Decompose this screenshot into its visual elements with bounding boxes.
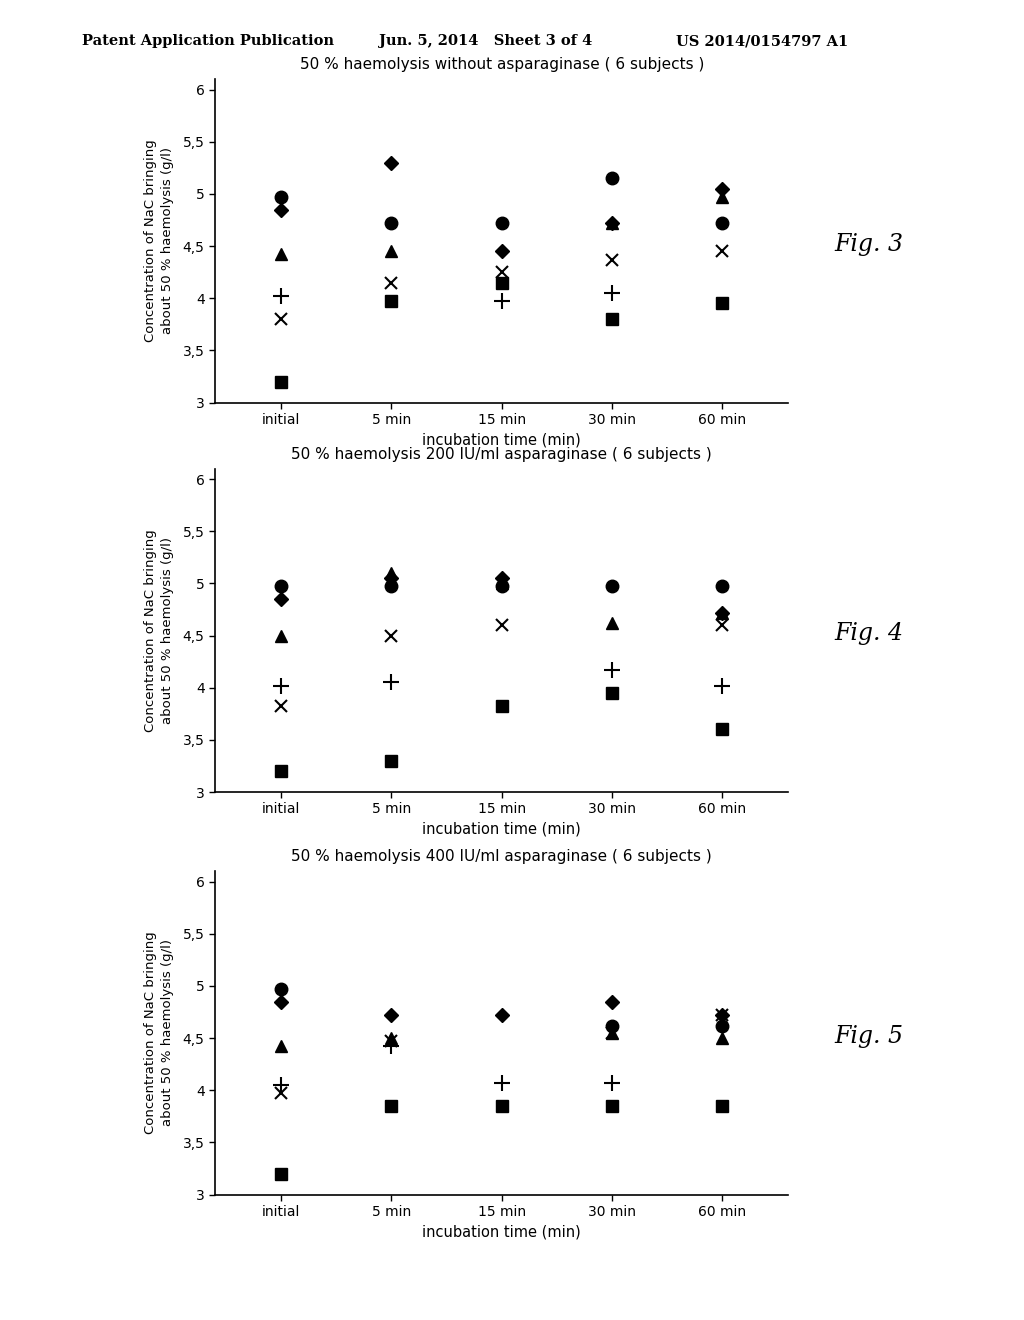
Text: US 2014/0154797 A1: US 2014/0154797 A1 bbox=[676, 34, 848, 49]
Y-axis label: Concentration of NaC bringing
about 50 % haemolysis (g/l): Concentration of NaC bringing about 50 %… bbox=[144, 529, 174, 731]
X-axis label: incubation time (min): incubation time (min) bbox=[422, 822, 582, 837]
Text: Fig. 5: Fig. 5 bbox=[835, 1024, 903, 1048]
Text: Jun. 5, 2014   Sheet 3 of 4: Jun. 5, 2014 Sheet 3 of 4 bbox=[379, 34, 592, 49]
Title: 50 % haemolysis without asparaginase ( 6 subjects ): 50 % haemolysis without asparaginase ( 6… bbox=[300, 58, 703, 73]
X-axis label: incubation time (min): incubation time (min) bbox=[422, 433, 582, 447]
Title: 50 % haemolysis 400 IU/ml asparaginase ( 6 subjects ): 50 % haemolysis 400 IU/ml asparaginase (… bbox=[292, 850, 712, 865]
Title: 50 % haemolysis 200 IU/ml asparaginase ( 6 subjects ): 50 % haemolysis 200 IU/ml asparaginase (… bbox=[292, 447, 712, 462]
Text: Fig. 4: Fig. 4 bbox=[835, 622, 903, 645]
X-axis label: incubation time (min): incubation time (min) bbox=[422, 1225, 582, 1239]
Text: Patent Application Publication: Patent Application Publication bbox=[82, 34, 334, 49]
Y-axis label: Concentration of NaC bringing
about 50 % haemolysis (g/l): Concentration of NaC bringing about 50 %… bbox=[144, 932, 174, 1134]
Text: Fig. 3: Fig. 3 bbox=[835, 232, 903, 256]
Y-axis label: Concentration of NaC bringing
about 50 % haemolysis (g/l): Concentration of NaC bringing about 50 %… bbox=[144, 140, 174, 342]
